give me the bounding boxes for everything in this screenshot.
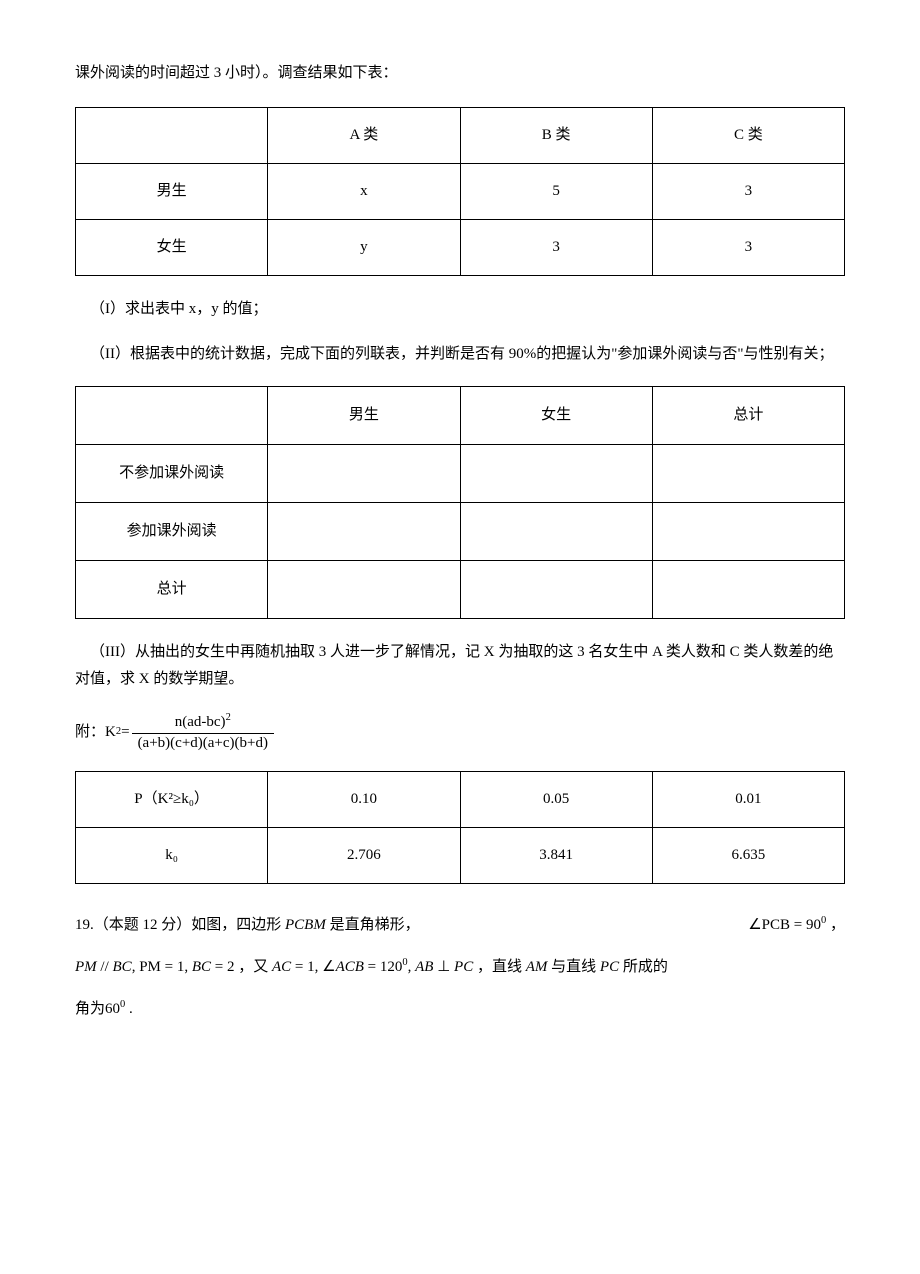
cell: 3.841: [460, 828, 652, 884]
t: = 1,: [161, 959, 192, 975]
cell: P（K²≥k₀）: [76, 772, 268, 828]
cell: [268, 503, 460, 561]
t: AB: [415, 959, 433, 975]
t: .: [125, 1001, 133, 1017]
t: = 2 ，又: [211, 959, 272, 975]
cell: 参加课外阅读: [76, 503, 268, 561]
t: PC: [600, 959, 619, 975]
t: , PM: [132, 959, 161, 975]
cell: 3: [460, 220, 652, 276]
num-text: n(ad-bc): [175, 714, 226, 730]
cell: 总计: [76, 561, 268, 619]
t: //: [97, 959, 113, 975]
q19-line1: 19.（本题 12 分）如图，四边形 PCBM 是直角梯形， ∠PCB = 90…: [75, 904, 845, 946]
t: AM: [526, 959, 548, 975]
cell: x: [268, 164, 460, 220]
formula-block: 附：K 2 =n(ad-bc)2(a+b)(c+d)(a+c)(b+d): [75, 711, 845, 753]
cell: 男生: [268, 387, 460, 445]
t: = 120: [364, 959, 402, 975]
t: 所成的: [619, 959, 668, 975]
t: BC: [113, 959, 132, 975]
t: ⊥: [433, 959, 454, 975]
t: 与直线: [547, 959, 600, 975]
table-row: P（K²≥k₀） 0.10 0.05 0.01: [76, 772, 845, 828]
cell: 2.706: [268, 828, 460, 884]
t: PC: [454, 959, 473, 975]
table-row: 女生 y 3 3: [76, 220, 845, 276]
cell: 6.635: [652, 828, 844, 884]
cell: [76, 108, 268, 164]
formula-eq: =: [121, 719, 129, 746]
q19-angle: ∠PCB = 900 ，: [748, 904, 845, 946]
critical-values-table: P（K²≥k₀） 0.10 0.05 0.01 k₀ 2.706 3.841 6…: [75, 771, 845, 884]
t: ，直线: [473, 959, 526, 975]
cell: B 类: [460, 108, 652, 164]
intro-line: 课外阅读的时间超过 3 小时）。调查结果如下表：: [75, 60, 845, 87]
angle-expr: ∠PCB = 90: [748, 917, 821, 933]
cell: y: [268, 220, 460, 276]
part3-text: （III）从抽出的女生中再随机抽取 3 人进一步了解情况，记 X 为抽取的这 3…: [75, 639, 845, 693]
cell: 女生: [460, 387, 652, 445]
contingency-table: 男生 女生 总计 不参加课外阅读 参加课外阅读 总计: [75, 386, 845, 619]
table-row: 男生 女生 总计: [76, 387, 845, 445]
cell: [460, 445, 652, 503]
table-row: k₀ 2.706 3.841 6.635: [76, 828, 845, 884]
cell: 0.01: [652, 772, 844, 828]
cell: 不参加课外阅读: [76, 445, 268, 503]
part2-text: （II）根据表中的统计数据，完成下面的列联表，并判断是否有 90%的把握认为"参…: [75, 341, 845, 368]
q19-prefix: 19.（本题 12 分）如图，四边形: [75, 917, 285, 933]
t: BC: [192, 959, 211, 975]
table-row: A 类 B 类 C 类: [76, 108, 845, 164]
t: PM: [75, 959, 97, 975]
table-row: 不参加课外阅读: [76, 445, 845, 503]
cell: [652, 445, 844, 503]
cell: 3: [652, 164, 844, 220]
cell: 女生: [76, 220, 268, 276]
q19-line2: PM // BC, PM = 1, BC = 2 ，又 AC = 1, ∠ACB…: [75, 946, 845, 988]
table-row: 参加课外阅读: [76, 503, 845, 561]
t: 角为: [75, 1001, 105, 1017]
cell: [652, 561, 844, 619]
formula-prefix: 附：K: [75, 719, 116, 746]
t: 60: [105, 1001, 120, 1017]
cell: [268, 561, 460, 619]
t: = 1, ∠: [291, 959, 335, 975]
cell: 0.10: [268, 772, 460, 828]
numerator: n(ad-bc)2: [132, 711, 274, 734]
num-sup: 2: [226, 712, 231, 723]
cell: A 类: [268, 108, 460, 164]
cell: [76, 387, 268, 445]
table-row: 男生 x 5 3: [76, 164, 845, 220]
cell: 3: [652, 220, 844, 276]
t: ACB: [336, 959, 364, 975]
fraction: n(ad-bc)2(a+b)(c+d)(a+c)(b+d): [132, 711, 274, 753]
angle-comma: ，: [826, 917, 845, 933]
denominator: (a+b)(c+d)(a+c)(b+d): [132, 734, 274, 754]
cell: 0.05: [460, 772, 652, 828]
table-row: 总计: [76, 561, 845, 619]
survey-table: A 类 B 类 C 类 男生 x 5 3 女生 y 3 3: [75, 107, 845, 276]
t: AC: [272, 959, 291, 975]
cell: [652, 503, 844, 561]
cell: C 类: [652, 108, 844, 164]
q19-shape: PCBM: [285, 917, 326, 933]
q19-text1: 是直角梯形，: [326, 917, 420, 933]
part1-text: （I）求出表中 x，y 的值；: [75, 296, 845, 323]
cell: [460, 503, 652, 561]
cell: [460, 561, 652, 619]
cell: 总计: [652, 387, 844, 445]
cell: 5: [460, 164, 652, 220]
q19-line3: 角为600 .: [75, 988, 845, 1030]
question-19: 19.（本题 12 分）如图，四边形 PCBM 是直角梯形， ∠PCB = 90…: [75, 904, 845, 1030]
cell: [268, 445, 460, 503]
cell: k₀: [76, 828, 268, 884]
cell: 男生: [76, 164, 268, 220]
